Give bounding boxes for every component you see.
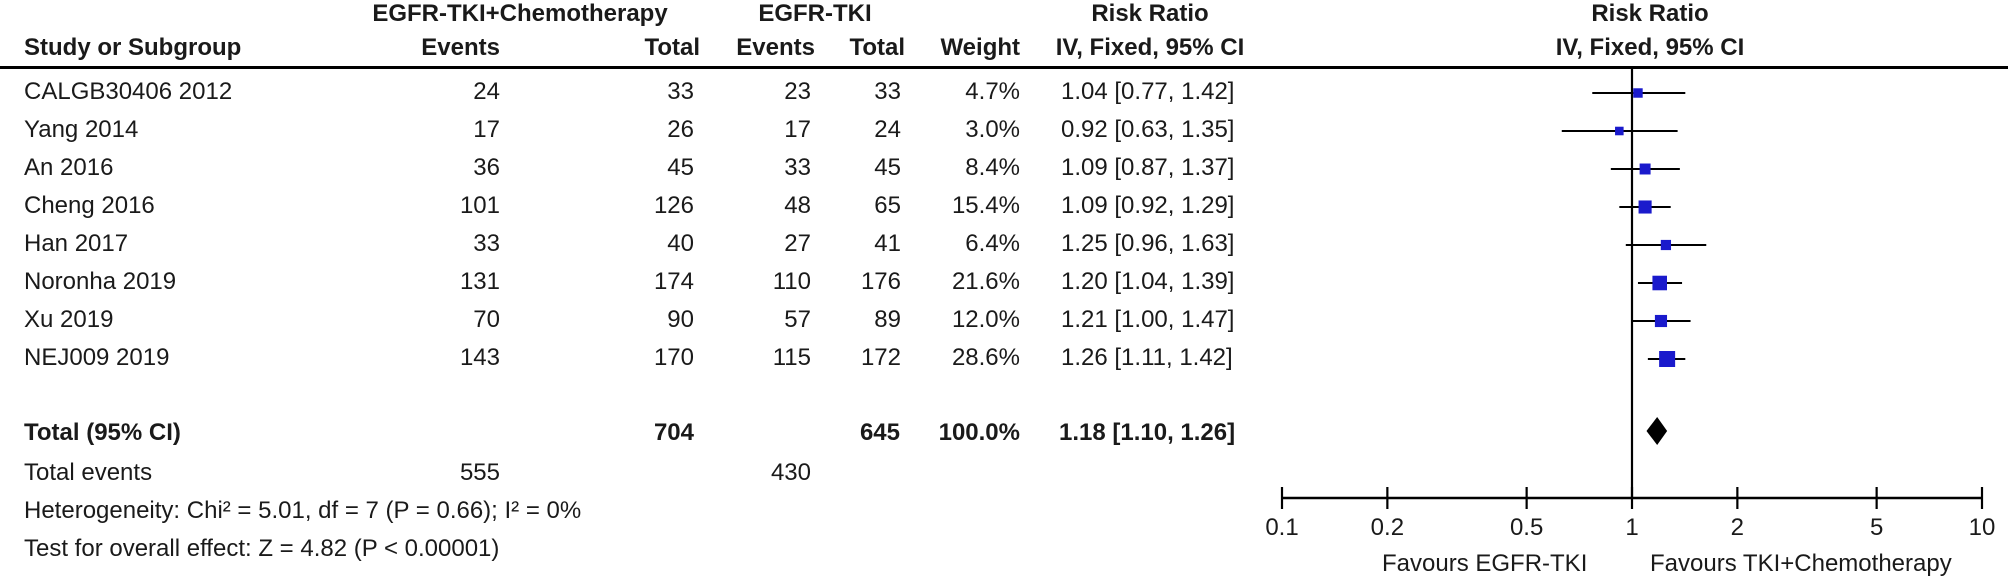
col-total2-header: Total (849, 34, 905, 61)
weight: 12.0% (951, 306, 1020, 333)
study-name: Yang 2014 (24, 116, 139, 143)
total1: 126 (653, 192, 694, 219)
rr-method-header: IV, Fixed, 95% CI (1055, 34, 1245, 61)
ci-text: 1.26 [1.11, 1.42] (1061, 344, 1233, 371)
x-tick-label: 0.2 (1371, 514, 1404, 541)
events1: 101 (459, 192, 500, 219)
x-tick-label: 0.5 (1510, 514, 1543, 541)
total-n2: 645 (859, 419, 900, 446)
heterogeneity-text: Heterogeneity: Chi² = 5.01, df = 7 (P = … (24, 497, 582, 524)
total2: 65 (874, 192, 901, 219)
study-marker (1633, 88, 1643, 98)
total1: 40 (667, 230, 694, 257)
study-name: Xu 2019 (24, 306, 114, 333)
total1: 90 (667, 306, 694, 333)
favours-right-label: Favours TKI+Chemotherapy (1650, 550, 1952, 577)
total1: 33 (667, 78, 694, 105)
total2: 33 (874, 78, 901, 105)
events2: 33 (784, 154, 811, 181)
total1: 174 (653, 268, 694, 295)
total2: 45 (874, 154, 901, 181)
events2: 110 (772, 268, 811, 295)
ci-text: 1.09 [0.87, 1.37] (1061, 154, 1235, 181)
events2: 115 (772, 344, 811, 371)
ci-text: 1.09 [0.92, 1.29] (1061, 192, 1235, 219)
total1: 170 (653, 344, 694, 371)
ci-text: 0.92 [0.63, 1.35] (1061, 116, 1235, 143)
pooled-diamond (1646, 417, 1668, 445)
total2: 24 (874, 116, 901, 143)
plot-title: Risk Ratio (1591, 0, 1709, 27)
ci-text: 1.25 [0.96, 1.63] (1061, 230, 1235, 257)
weight: 8.4% (965, 154, 1020, 181)
study-marker (1615, 126, 1624, 136)
plot-method-header: IV, Fixed, 95% CI (1555, 34, 1745, 61)
x-tick-label: 10 (1969, 514, 1996, 541)
study-name: NEJ009 2019 (24, 344, 170, 371)
total1: 45 (667, 154, 694, 181)
weight: 28.6% (951, 344, 1020, 371)
total2: 89 (874, 306, 901, 333)
study-name: Cheng 2016 (24, 192, 155, 219)
x-tick-label: 0.1 (1265, 514, 1298, 541)
x-tick-label: 2 (1731, 514, 1744, 541)
col-total1-header: Total (644, 34, 700, 61)
study-marker (1652, 275, 1667, 291)
total-weight: 100.0% (938, 419, 1020, 446)
total-n1: 704 (653, 419, 694, 446)
study-name: Han 2017 (24, 230, 129, 257)
events2: 23 (784, 78, 811, 105)
weight: 15.4% (951, 192, 1020, 219)
favours-left-label: Favours EGFR-TKI (1382, 550, 1588, 577)
weight: 3.0% (965, 116, 1020, 143)
total-events-label: Total events (24, 459, 153, 486)
events1: 17 (473, 116, 500, 143)
col-study-header: Study or Subgroup (24, 34, 242, 61)
group1-header: EGFR-TKI+Chemotherapy (372, 0, 668, 27)
col-weight-header: Weight (940, 34, 1020, 61)
weight: 4.7% (965, 78, 1020, 105)
study-marker (1659, 351, 1676, 367)
study-name: Noronha 2019 (24, 268, 177, 295)
study-marker (1638, 200, 1652, 214)
events2: 27 (784, 230, 811, 257)
events1: 33 (473, 230, 500, 257)
overall-effect-text: Test for overall effect: Z = 4.82 (P < 0… (24, 535, 500, 562)
total-events1: 555 (459, 459, 500, 486)
events1: 70 (473, 306, 500, 333)
total-label: Total (95% CI) (24, 419, 181, 446)
risk-ratio-header: Risk Ratio (1091, 0, 1209, 27)
ci-text: 1.04 [0.77, 1.42] (1061, 78, 1235, 105)
events2: 57 (784, 306, 811, 333)
total2: 41 (874, 230, 901, 257)
total2: 176 (860, 268, 901, 295)
events1: 131 (459, 268, 500, 295)
events1: 36 (473, 154, 500, 181)
col-events1-header: Events (421, 34, 500, 61)
header-divider (0, 66, 2008, 69)
study-name: An 2016 (24, 154, 114, 181)
events2: 48 (784, 192, 811, 219)
study-marker (1654, 314, 1668, 328)
weight: 21.6% (951, 268, 1020, 295)
x-tick-label: 5 (1870, 514, 1883, 541)
total-events2: 430 (770, 459, 811, 486)
ci-text: 1.20 [1.04, 1.39] (1061, 268, 1235, 295)
weight: 6.4% (965, 230, 1020, 257)
total2: 172 (860, 344, 901, 371)
events2: 17 (784, 116, 811, 143)
x-tick-label: 1 (1625, 514, 1638, 541)
study-name: CALGB30406 2012 (24, 78, 233, 105)
col-events2-header: Events (736, 34, 815, 61)
study-marker (1660, 239, 1672, 251)
study-marker (1639, 163, 1651, 175)
group2-header: EGFR-TKI (758, 0, 872, 27)
events1: 143 (459, 344, 500, 371)
ci-text: 1.21 [1.00, 1.47] (1061, 306, 1235, 333)
total-ci: 1.18 [1.10, 1.26] (1059, 419, 1236, 446)
total1: 26 (667, 116, 694, 143)
events1: 24 (473, 78, 500, 105)
